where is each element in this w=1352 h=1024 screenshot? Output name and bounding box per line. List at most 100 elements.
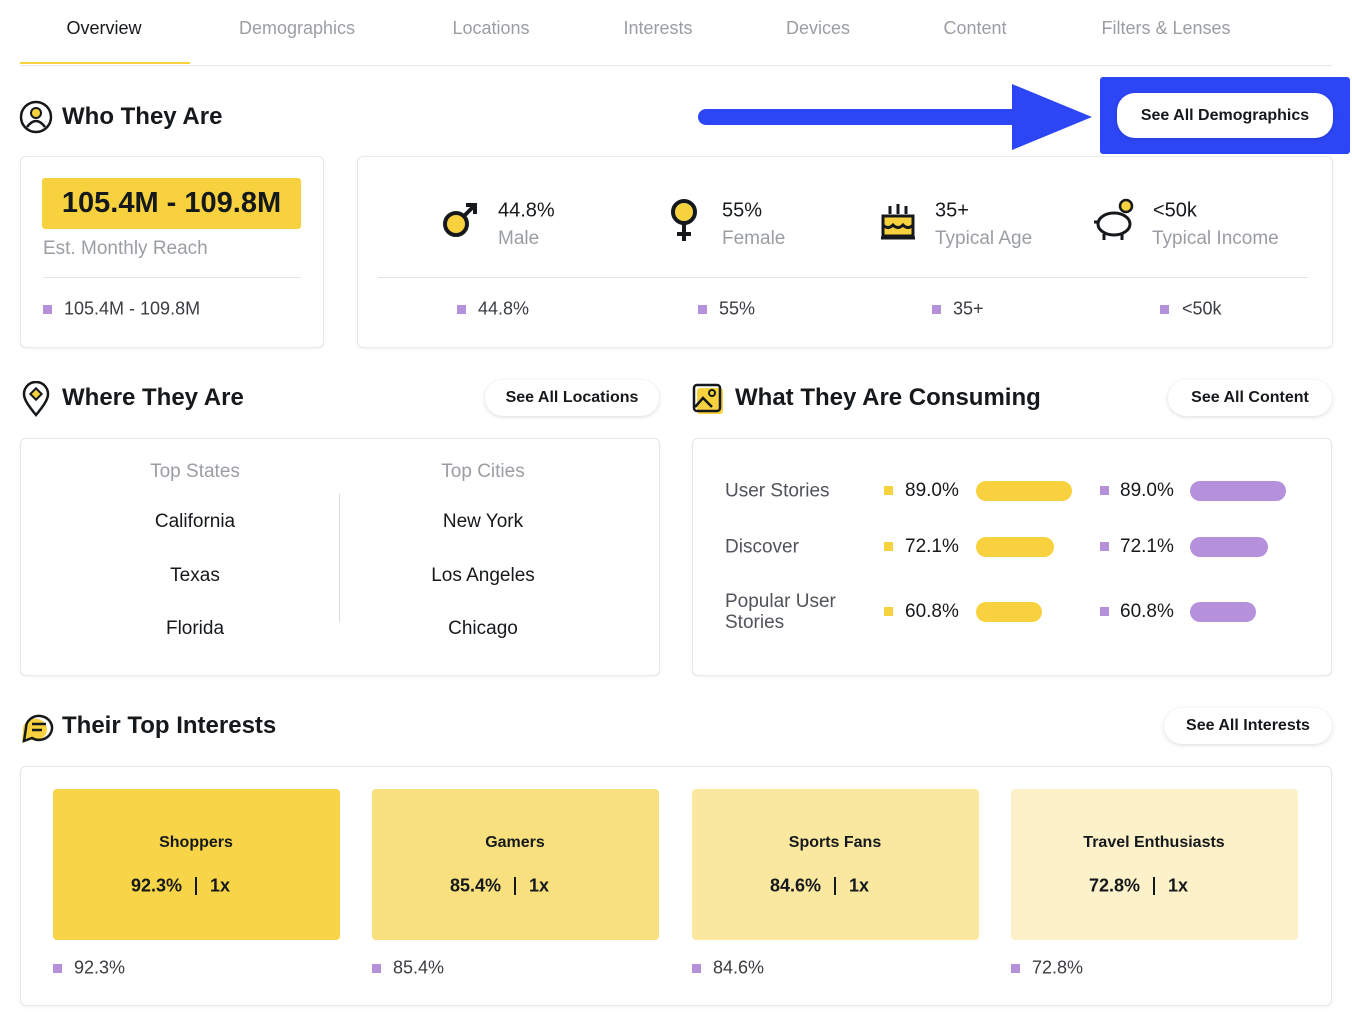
- person-icon: [19, 100, 53, 134]
- value-label: 60.8%: [905, 601, 959, 622]
- see-all-interests-button[interactable]: See All Interests: [1164, 708, 1332, 744]
- tab[interactable]: Interests: [623, 18, 693, 38]
- interest-index: 1x: [849, 875, 870, 896]
- separator: [1153, 877, 1155, 895]
- category-label: Discover: [725, 536, 799, 558]
- legend-swatch: [1100, 542, 1109, 551]
- separator: [834, 877, 836, 895]
- interest-tile[interactable]: [692, 789, 979, 940]
- interest-tile[interactable]: [1011, 789, 1298, 940]
- legend-swatch: [43, 305, 52, 314]
- interest-name: Shoppers: [159, 834, 233, 851]
- legend-text: 105.4M - 109.8M: [64, 298, 201, 319]
- stat-value: 55%: [722, 199, 763, 222]
- separator: [195, 877, 197, 895]
- value-label: 72.1%: [1120, 536, 1174, 557]
- bar: [1190, 481, 1287, 501]
- interest-value: 92.3%: [130, 875, 182, 896]
- stat-label: Male: [498, 228, 540, 249]
- section-title: Who They Are: [62, 103, 223, 130]
- category-label: Popular User Stories: [725, 591, 836, 633]
- legend-swatch: [884, 607, 893, 616]
- legend-text: 85.4%: [393, 957, 445, 978]
- tab[interactable]: Filters & Lenses: [1101, 18, 1231, 38]
- legend-text: 44.8%: [478, 298, 530, 319]
- interest-index: 1x: [1168, 875, 1189, 896]
- tab[interactable]: Locations: [452, 18, 530, 38]
- bar: [976, 602, 1042, 622]
- annotation-arrow: [698, 84, 1092, 150]
- legend-swatch: [692, 964, 701, 973]
- tab[interactable]: Demographics: [238, 18, 356, 38]
- tab[interactable]: Overview: [66, 18, 142, 38]
- legend-swatch: [884, 542, 893, 551]
- separator: [514, 877, 516, 895]
- tab[interactable]: Devices: [785, 18, 851, 38]
- chat-icon: [22, 714, 54, 743]
- legend-text: <50k: [1182, 298, 1222, 319]
- reach-label: Est. Monthly Reach: [43, 238, 208, 259]
- interest-name: Sports Fans: [788, 834, 882, 851]
- value-label: 72.1%: [905, 536, 959, 557]
- interest-value: 84.6%: [769, 875, 821, 896]
- legend-swatch: [372, 964, 381, 973]
- legend-swatch: [1011, 964, 1020, 973]
- locations-card: [20, 438, 660, 676]
- tab[interactable]: Content: [943, 18, 1007, 38]
- legend-text: 92.3%: [74, 957, 126, 978]
- stat-label: Typical Age: [935, 228, 1033, 249]
- divider: [43, 277, 301, 278]
- interest-index: 1x: [529, 875, 550, 896]
- interest-value: 85.4%: [449, 875, 501, 896]
- location-icon: [22, 381, 50, 417]
- legend-swatch: [1100, 486, 1109, 495]
- state: Florida: [165, 618, 225, 639]
- bar: [976, 537, 1054, 557]
- interest-value: 72.8%: [1088, 875, 1140, 896]
- legend-text: 55%: [719, 298, 756, 319]
- section-title: Where They Are: [62, 384, 244, 411]
- legend-swatch: [698, 305, 707, 314]
- image-icon: [692, 383, 723, 414]
- section-title: Their Top Interests: [62, 712, 277, 739]
- tab-divider: [20, 65, 1332, 66]
- content-card: [692, 438, 1332, 676]
- legend-swatch: [53, 964, 62, 973]
- city: Los Angeles: [431, 565, 535, 586]
- female-icon: [671, 199, 697, 241]
- category-label: User Stories: [725, 480, 830, 502]
- legend-text: 35+: [953, 298, 984, 319]
- legend-text: 72.8%: [1032, 957, 1084, 978]
- city: New York: [442, 511, 524, 532]
- legend-swatch: [932, 305, 941, 314]
- interest-name: Travel Enthusiasts: [1083, 834, 1225, 851]
- bar: [976, 481, 1073, 501]
- bar: [1190, 602, 1256, 622]
- interest-tile[interactable]: [53, 789, 340, 940]
- value-label: 60.8%: [1120, 601, 1174, 622]
- see-all-demographics-button[interactable]: See All Demographics: [1117, 93, 1333, 138]
- column-title: Top Cities: [441, 461, 525, 482]
- state: Texas: [170, 565, 220, 586]
- male-icon: [443, 203, 477, 237]
- interest-tile[interactable]: [372, 789, 659, 940]
- stat-label: Typical Income: [1152, 228, 1279, 249]
- cake-icon: [881, 204, 915, 240]
- stat-label: Female: [722, 228, 786, 249]
- column-title: Top States: [150, 461, 240, 482]
- piggy-bank-icon: [1094, 198, 1134, 240]
- value-label: 89.0%: [1120, 480, 1174, 501]
- see-all-content-button[interactable]: See All Content: [1168, 380, 1332, 416]
- see-all-locations-button[interactable]: See All Locations: [485, 380, 659, 416]
- legend-swatch: [1160, 305, 1169, 314]
- stat-value: 35+: [935, 199, 969, 222]
- active-tab-underline: [20, 62, 190, 64]
- value-label: 89.0%: [905, 480, 959, 501]
- interest-name: Gamers: [485, 834, 545, 851]
- stat-value: <50k: [1153, 199, 1197, 222]
- divider: [378, 277, 1308, 278]
- divider: [339, 494, 340, 622]
- bar: [1190, 537, 1268, 557]
- legend-swatch: [1100, 607, 1109, 616]
